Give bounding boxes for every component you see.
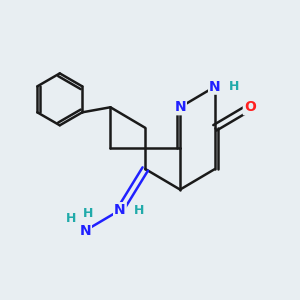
Text: H: H	[66, 212, 76, 225]
Text: H: H	[134, 204, 145, 217]
Text: H: H	[83, 207, 93, 220]
Text: N: N	[79, 224, 91, 238]
Text: O: O	[244, 100, 256, 114]
Text: H: H	[229, 80, 239, 93]
Text: N: N	[114, 203, 126, 217]
Text: N: N	[174, 100, 186, 114]
Text: N: N	[209, 80, 221, 94]
